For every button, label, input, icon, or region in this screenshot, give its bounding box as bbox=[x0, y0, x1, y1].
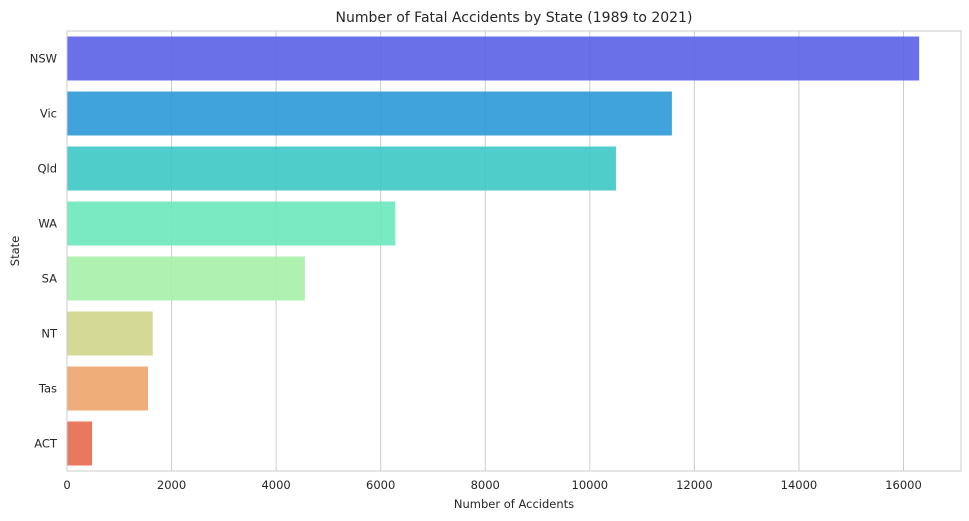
x-tick-label: 12000 bbox=[676, 478, 713, 492]
y-tick-label-nsw: NSW bbox=[30, 52, 57, 66]
y-tick-label-act: ACT bbox=[34, 437, 58, 451]
bar-vic bbox=[67, 91, 672, 136]
y-tick-label-tas: Tas bbox=[38, 382, 57, 396]
x-axis-label: Number of Accidents bbox=[454, 497, 574, 511]
chart-title: Number of Fatal Accidents by State (1989… bbox=[336, 10, 693, 26]
plot-frame bbox=[66, 30, 962, 472]
bars bbox=[67, 36, 920, 466]
bar-tas bbox=[67, 366, 149, 411]
bar-nsw bbox=[67, 36, 920, 81]
y-tick-label-nt: NT bbox=[41, 327, 58, 341]
bar-sa bbox=[67, 256, 305, 301]
y-tick-label-vic: Vic bbox=[40, 107, 57, 121]
x-tick-label: 6000 bbox=[366, 478, 395, 492]
bar-qld bbox=[67, 146, 616, 191]
x-tick-label: 2000 bbox=[157, 478, 186, 492]
y-axis-ticks: NSW Vic Qld WA SA NT Tas ACT bbox=[30, 52, 58, 451]
x-tick-label: 10000 bbox=[572, 478, 609, 492]
bar-wa bbox=[67, 201, 396, 246]
y-axis-label: State bbox=[8, 236, 22, 266]
bar-act bbox=[67, 421, 93, 466]
x-tick-label: 0 bbox=[63, 478, 70, 492]
x-tick-label: 4000 bbox=[261, 478, 290, 492]
y-tick-label-wa: WA bbox=[38, 217, 57, 231]
x-tick-label: 16000 bbox=[885, 478, 922, 492]
x-tick-label: 8000 bbox=[471, 478, 500, 492]
x-axis-ticks: 0 2000 4000 6000 8000 10000 12000 14000 16000 bbox=[63, 478, 921, 492]
x-tick-label: 14000 bbox=[781, 478, 818, 492]
y-tick-label-qld: Qld bbox=[37, 162, 57, 176]
y-tick-label-sa: SA bbox=[42, 272, 58, 286]
bar-nt bbox=[67, 311, 153, 356]
